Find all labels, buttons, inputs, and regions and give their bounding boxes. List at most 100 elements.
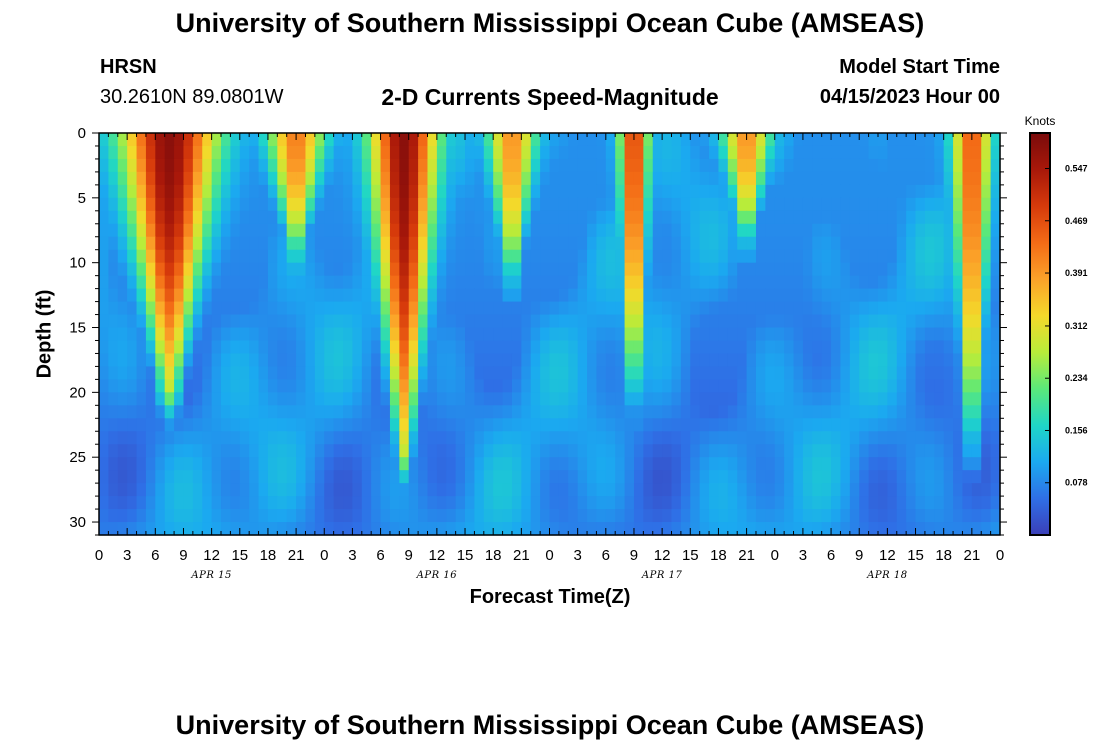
heatmap-cell	[802, 483, 813, 497]
heatmap-cell	[277, 197, 288, 212]
x-tick-label: 3	[123, 547, 131, 564]
heatmap-cell	[136, 223, 147, 238]
heatmap-cell	[174, 301, 185, 316]
heatmap-cell	[117, 249, 128, 264]
heatmap-cell	[521, 145, 532, 160]
heatmap-cell	[615, 223, 626, 238]
heatmap-cell	[840, 275, 851, 290]
heatmap-cell	[962, 353, 973, 368]
heatmap-cell	[549, 145, 560, 160]
heatmap-cell	[408, 340, 419, 355]
heatmap-cell	[718, 340, 729, 355]
heatmap-cell	[587, 327, 598, 342]
heatmap-cell	[333, 236, 344, 251]
heatmap-cell	[990, 509, 1001, 523]
heatmap-cell	[746, 301, 757, 316]
heatmap-cell	[943, 392, 954, 406]
heatmap-cell	[971, 275, 982, 290]
heatmap-cell	[915, 301, 926, 316]
heatmap-cell	[765, 392, 776, 406]
heatmap-cell	[624, 366, 635, 380]
heatmap-cell	[906, 457, 917, 471]
heatmap-cell	[615, 184, 626, 199]
heatmap-cell	[868, 392, 879, 406]
heatmap-cell	[305, 522, 316, 536]
heatmap-cell	[859, 184, 870, 199]
heatmap-cell	[812, 314, 823, 329]
heatmap-cell	[446, 444, 457, 458]
heatmap-cell	[549, 366, 560, 380]
heatmap-cell	[211, 522, 222, 536]
heatmap-cell	[849, 340, 860, 355]
heatmap-cell	[568, 145, 579, 160]
heatmap-cell	[521, 262, 532, 277]
heatmap-cell	[117, 340, 128, 355]
heatmap-cell	[784, 184, 795, 199]
heatmap-cell	[915, 431, 926, 445]
heatmap-cell	[314, 210, 325, 225]
heatmap-cell	[896, 275, 907, 290]
heatmap-cell	[511, 314, 522, 329]
heatmap-cell	[971, 353, 982, 368]
heatmap-cell	[784, 288, 795, 303]
heatmap-cell	[962, 301, 973, 316]
heatmap-cell	[802, 210, 813, 225]
heatmap-cell	[145, 353, 156, 368]
heatmap-cell	[436, 509, 447, 523]
heatmap-cell	[662, 353, 673, 368]
heatmap-cell	[286, 197, 297, 212]
heatmap-cell	[746, 470, 757, 484]
heatmap-cell	[540, 431, 551, 445]
heatmap-cell	[990, 133, 1001, 147]
heatmap-cell	[662, 223, 673, 238]
heatmap-cell	[962, 327, 973, 342]
heatmap-cell	[389, 444, 400, 458]
heatmap-cell	[99, 314, 109, 329]
heatmap-cell	[493, 133, 504, 147]
heatmap-cell	[540, 496, 551, 510]
heatmap-cell	[877, 457, 888, 471]
heatmap-cell	[793, 444, 804, 458]
heatmap-cell	[859, 457, 870, 471]
heatmap-cell	[352, 327, 363, 342]
heatmap-cell	[455, 405, 466, 419]
heatmap-cell	[343, 509, 354, 523]
heatmap-cell	[577, 288, 588, 303]
heatmap-cell	[849, 366, 860, 380]
heatmap-cell	[202, 470, 213, 484]
heatmap-cell	[802, 353, 813, 368]
heatmap-cell	[568, 405, 579, 419]
heatmap-cell	[427, 431, 438, 445]
heatmap-cell	[192, 405, 203, 419]
heatmap-cell	[709, 314, 720, 329]
heatmap-cell	[540, 522, 551, 536]
heatmap-cell	[624, 314, 635, 329]
heatmap-cell	[361, 275, 372, 290]
heatmap-cell	[643, 133, 654, 147]
heatmap-cell	[389, 301, 400, 316]
heatmap-cell	[737, 262, 748, 277]
heatmap-cell	[737, 431, 748, 445]
heatmap-cell	[380, 223, 391, 238]
heatmap-cell	[333, 184, 344, 199]
heatmap-cell	[221, 171, 231, 186]
heatmap-cell	[624, 249, 635, 264]
heatmap-cell	[474, 340, 485, 355]
heatmap-cell	[380, 366, 391, 380]
heatmap-cell	[99, 418, 109, 432]
heatmap-cell	[258, 145, 269, 160]
heatmap-cell	[389, 353, 400, 368]
heatmap-cell	[812, 340, 823, 355]
heatmap-cell	[990, 275, 1001, 290]
heatmap-cell	[934, 444, 945, 458]
heatmap-cell	[671, 197, 682, 212]
heatmap-cell	[380, 353, 391, 368]
heatmap-cell	[511, 340, 522, 355]
heatmap-cell	[502, 249, 513, 264]
heatmap-cell	[831, 405, 842, 419]
heatmap-cell	[427, 496, 438, 510]
heatmap-cell	[258, 133, 269, 147]
heatmap-cell	[511, 184, 522, 199]
heatmap-cell	[174, 405, 185, 419]
heatmap-cell	[511, 392, 522, 406]
